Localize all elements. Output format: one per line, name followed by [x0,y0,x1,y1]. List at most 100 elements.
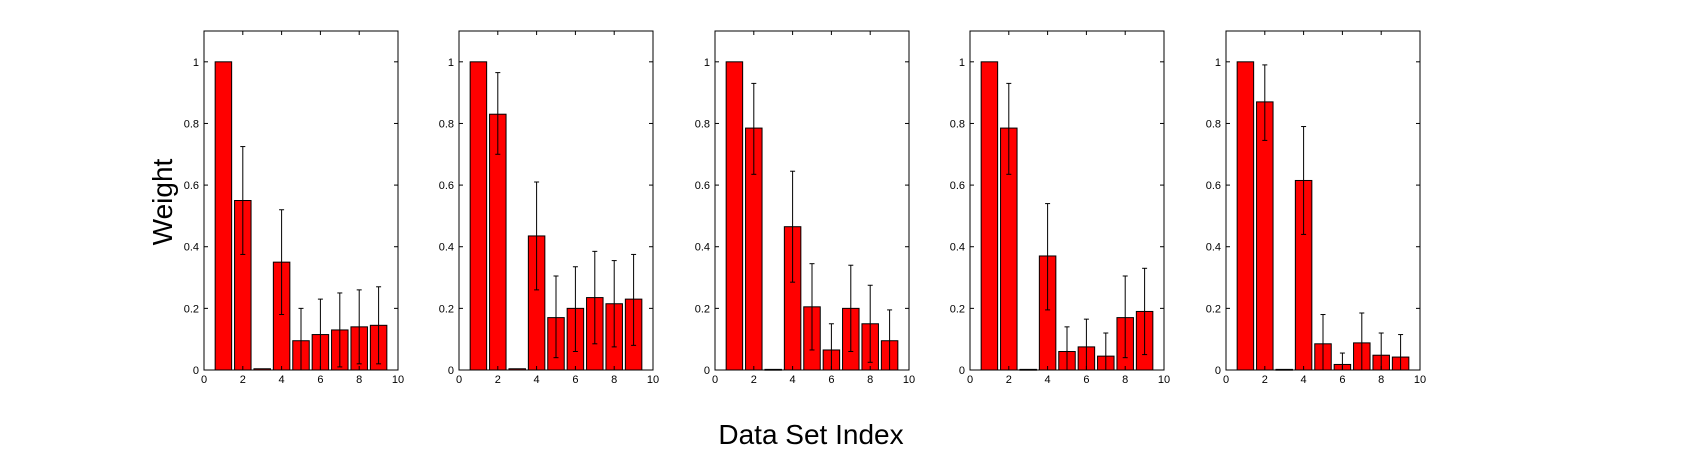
error-bar-5-2 [1262,64,1268,141]
x-tick-label: 6 [1083,374,1089,386]
y-tick-label: 1 [193,57,199,69]
y-tick-label: 0.8 [695,118,710,130]
x-tick-label: 8 [611,374,617,386]
y-tick-label: 0.6 [1206,180,1221,192]
error-bar-2-5 [553,275,559,359]
x-tick-label: 10 [903,374,915,386]
error-bar-1-9 [376,286,382,365]
error-bar-4-2 [1006,82,1012,175]
bar-4-1 [980,61,999,371]
y-tick-label: 0.2 [950,303,965,315]
y-tick-label: 0.8 [950,118,965,130]
y-tick-label: 0.4 [439,242,454,254]
error-bar-3-7 [848,264,854,353]
x-tick-label: 6 [317,374,323,386]
subplot-5: 0 2 4 6 8 10 0 0.2 0.4 0.6 0.8 1 [1206,30,1426,386]
bar-1-1 [214,61,233,371]
x-tick-label: 8 [867,374,873,386]
x-tick-label: 4 [790,374,796,386]
y-tick-label: 0 [193,365,199,377]
x-tick-label: 2 [1006,374,1012,386]
error-bar-3-5 [809,263,815,351]
y-tick-label: 0.6 [439,180,454,192]
plot-frame-2 [458,30,654,371]
x-tick-label: 8 [1122,374,1128,386]
x-tick-label: 8 [1378,374,1384,386]
x-axis-label: Data Set Index [718,419,903,450]
y-tick-label: 0.4 [695,242,710,254]
error-bar-3-2 [751,82,757,175]
x-tick-label: 2 [495,374,501,386]
bar-3-1 [725,61,744,371]
y-tick-label: 0.8 [439,118,454,130]
error-bar-1-4 [279,209,285,316]
x-tick-label: 0 [456,374,462,386]
y-tick-label: 0.4 [950,242,965,254]
plot-frame-5 [1225,30,1421,371]
y-tick-label: 0.2 [695,303,710,315]
y-tick-label: 0.4 [1206,242,1221,254]
y-tick-label: 0.8 [1206,118,1221,130]
plot-frame-3 [714,30,910,371]
y-tick-label: 1 [1215,57,1221,69]
subplot-2: 0 2 4 6 8 10 0 0.2 0.4 0.6 0.8 1 [439,30,659,386]
y-tick-label: 1 [704,57,710,69]
x-tick-label: 2 [240,374,246,386]
x-tick-label: 2 [751,374,757,386]
y-tick-label: 0.6 [950,180,965,192]
y-tick-label: 0.8 [184,118,199,130]
x-tick-label: 6 [572,374,578,386]
x-tick-label: 0 [201,374,207,386]
plot-frame-4 [969,30,1165,371]
x-tick-label: 10 [647,374,659,386]
y-tick-label: 0.2 [184,303,199,315]
x-tick-label: 8 [356,374,362,386]
y-tick-label: 0.6 [184,180,199,192]
y-tick-label: 0 [959,365,965,377]
error-bar-3-8 [867,284,873,363]
x-tick-label: 10 [1414,374,1426,386]
error-bar-2-9 [631,253,637,346]
error-bar-2-2 [495,72,501,155]
x-tick-label: 6 [828,374,834,386]
plot-frame-1 [203,30,399,371]
y-tick-label: 0.2 [1206,303,1221,315]
y-tick-label: 0.6 [695,180,710,192]
error-bar-1-7 [337,292,343,368]
error-bar-2-4 [534,181,540,291]
y-tick-label: 0 [448,365,454,377]
y-tick-label: 1 [959,57,965,69]
error-bar-4-4 [1045,203,1051,311]
subplot-1: 0 2 4 6 8 10 0 0.2 0.4 0.6 0.8 1 [184,30,404,386]
error-bar-2-8 [611,260,617,348]
x-tick-label: 2 [1262,374,1268,386]
x-tick-label: 0 [967,374,973,386]
error-bar-4-8 [1122,275,1128,359]
x-tick-label: 6 [1339,374,1345,386]
y-axis-label: Weight [147,158,178,245]
x-tick-label: 0 [1223,374,1229,386]
bar-5-2 [1256,101,1274,371]
error-bar-1-8 [356,289,362,365]
x-tick-label: 4 [534,374,540,386]
subplot-4: 0 2 4 6 8 10 0 0.2 0.4 0.6 0.8 1 [950,30,1170,386]
x-tick-label: 4 [1301,374,1307,386]
x-tick-label: 10 [1158,374,1170,386]
error-bar-2-7 [592,250,598,345]
y-tick-label: 0 [704,365,710,377]
y-tick-label: 0.2 [439,303,454,315]
error-bar-5-4 [1301,126,1307,235]
x-tick-label: 4 [279,374,285,386]
subplot-3: 0 2 4 6 8 10 0 0.2 0.4 0.6 0.8 1 [695,30,915,386]
error-bar-2-6 [572,266,578,353]
error-bar-4-9 [1142,267,1148,356]
y-tick-label: 0.4 [184,242,199,254]
y-tick-label: 0 [1215,365,1221,377]
x-tick-label: 4 [1045,374,1051,386]
x-tick-label: 10 [392,374,404,386]
x-tick-label: 0 [712,374,718,386]
error-bar-3-4 [790,170,796,283]
y-tick-label: 1 [448,57,454,69]
